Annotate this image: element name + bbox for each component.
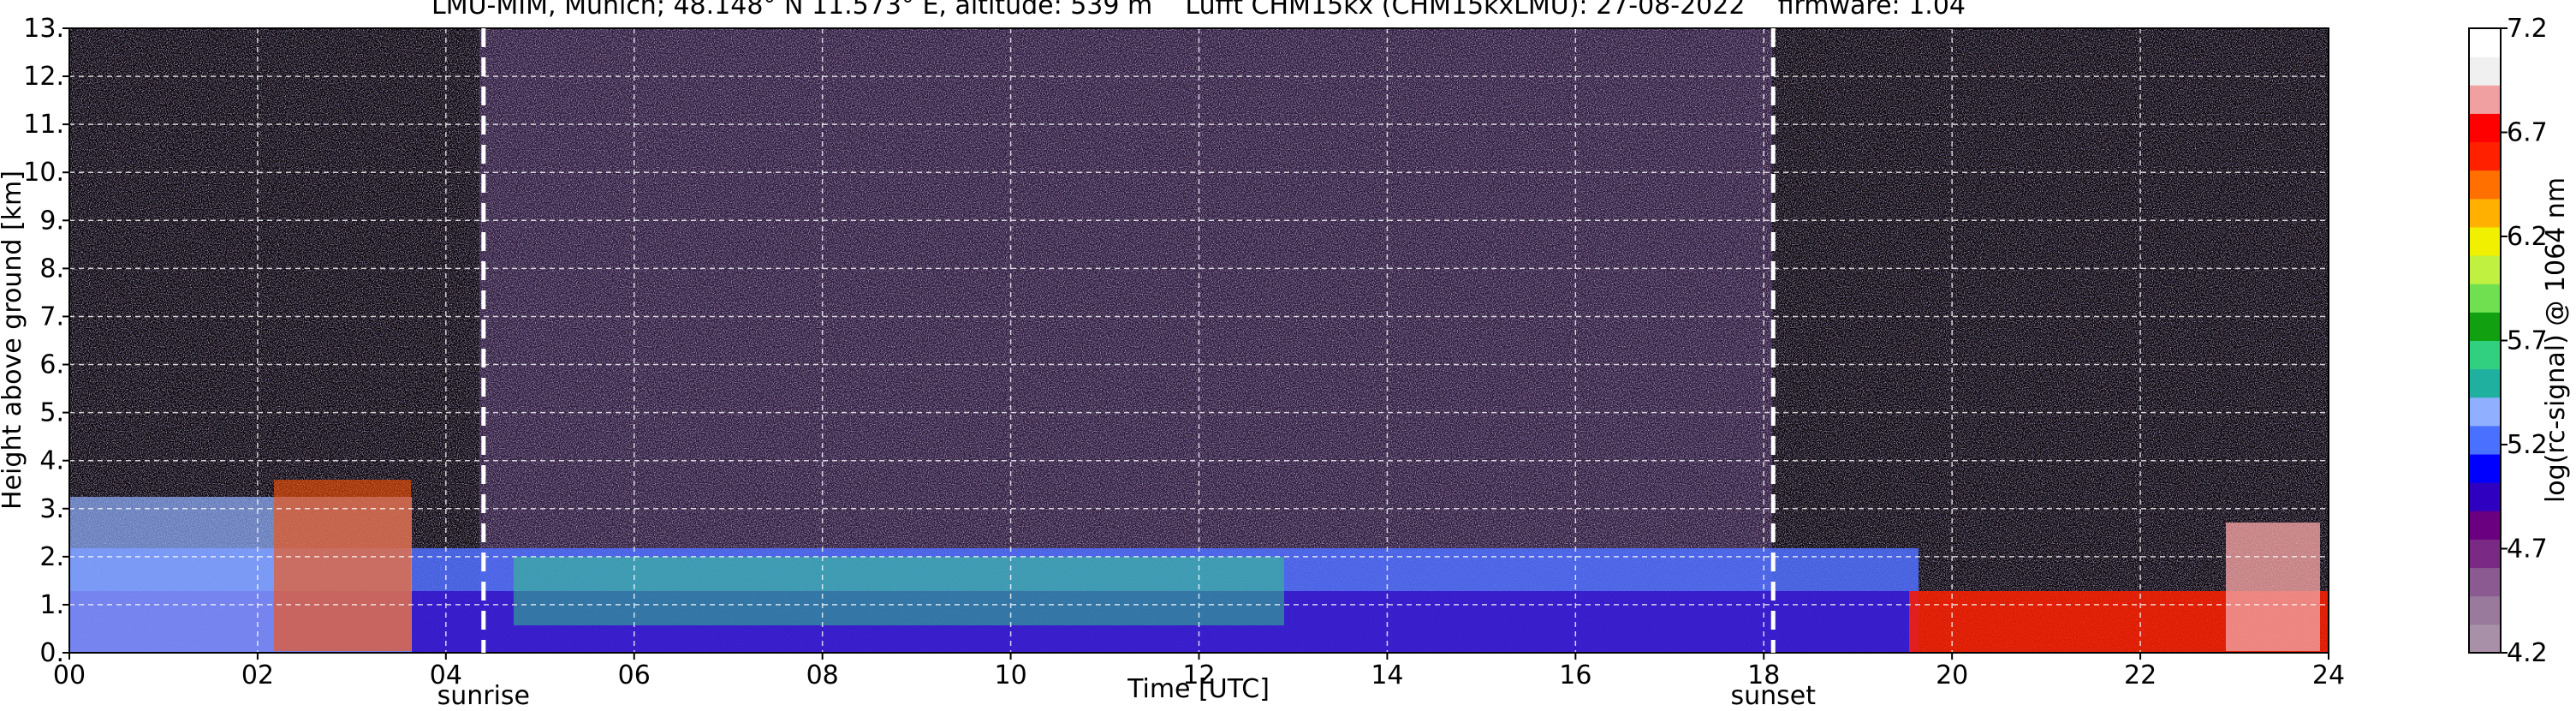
y-tick-label: 4. — [39, 446, 64, 476]
y-tick-label: 7. — [39, 302, 64, 332]
x-axis-title: Time [UTC] — [1127, 674, 1270, 704]
colorbar-title: log(rc-signal) @ 1064 nm — [2541, 177, 2571, 503]
y-tick-label: 11. — [23, 110, 64, 140]
colorbar-tick-label: 4.7 — [2507, 535, 2548, 565]
sun-label: sunset — [1730, 681, 1816, 708]
colorbar-tick-label: 5.7 — [2507, 326, 2548, 356]
y-tick-label: 12. — [23, 62, 64, 92]
colorbar-swatch — [2469, 567, 2501, 597]
colorbar-swatch — [2469, 113, 2501, 143]
colorbar-tick-label: 4.2 — [2507, 638, 2548, 668]
colorbar-swatch — [2469, 454, 2501, 483]
colorbar-swatch — [2469, 255, 2501, 284]
colorbar-tick-label: 6.7 — [2507, 118, 2548, 148]
colorbar-swatch — [2469, 624, 2501, 654]
x-tick-label: 00 — [53, 660, 86, 690]
colorbar-swatch — [2469, 397, 2501, 427]
colorbar-tick-label: 7.2 — [2507, 14, 2548, 44]
colorbar-tick-label: 5.2 — [2507, 430, 2548, 460]
y-tick-label: 3. — [39, 494, 64, 524]
y-tick-label: 13. — [23, 14, 64, 44]
colorbar-swatch — [2469, 28, 2501, 57]
sun-label: sunrise — [437, 681, 530, 708]
colorbar-swatch — [2469, 170, 2501, 200]
colorbar-swatch — [2469, 482, 2501, 511]
colorbar-swatch — [2469, 368, 2501, 398]
plot-frame — [68, 27, 2329, 654]
y-axis-title: Height above ground [km] — [0, 170, 27, 510]
colorbar-swatch — [2469, 284, 2501, 313]
x-tick-label: 24 — [2312, 660, 2345, 690]
colorbar-swatch — [2469, 539, 2501, 569]
colorbar-swatch — [2469, 141, 2501, 171]
y-tick-label: 1. — [39, 590, 64, 620]
x-tick-label: 22 — [2124, 660, 2157, 690]
x-tick-label: 14 — [1371, 660, 1403, 690]
y-tick-label: 6. — [39, 350, 64, 380]
colorbar-swatch — [2469, 340, 2501, 370]
y-tick-label: 2. — [39, 542, 64, 572]
y-tick-label: 10. — [23, 158, 64, 188]
colorbar-swatch — [2469, 226, 2501, 256]
colorbar-swatch — [2469, 57, 2501, 86]
x-tick-label: 04 — [430, 660, 462, 690]
colorbar-swatch — [2469, 198, 2501, 228]
x-tick-label: 10 — [994, 660, 1026, 690]
chart-title: LMU-MIM, Munich; 48.148° N 11.573° E, al… — [431, 0, 1966, 21]
y-tick-label: 5. — [39, 398, 64, 428]
colorbar-swatch — [2469, 511, 2501, 540]
x-tick-label: 16 — [1559, 660, 1591, 690]
x-tick-label: 12 — [1182, 660, 1215, 690]
x-tick-label: 08 — [806, 660, 839, 690]
colorbar-swatch — [2469, 595, 2501, 625]
colorbar-swatch — [2469, 85, 2501, 114]
colorbar-swatch — [2469, 425, 2501, 455]
x-tick-label: 18 — [1747, 660, 1780, 690]
x-tick-label: 02 — [241, 660, 274, 690]
x-tick-label: 20 — [1936, 660, 1968, 690]
y-tick-label: 8. — [39, 254, 64, 284]
y-tick-label: 0. — [39, 638, 64, 668]
colorbar-tick-label: 6.2 — [2507, 222, 2548, 252]
colorbar-swatch — [2469, 312, 2501, 341]
y-tick-label: 9. — [39, 206, 64, 236]
x-tick-label: 06 — [618, 660, 651, 690]
